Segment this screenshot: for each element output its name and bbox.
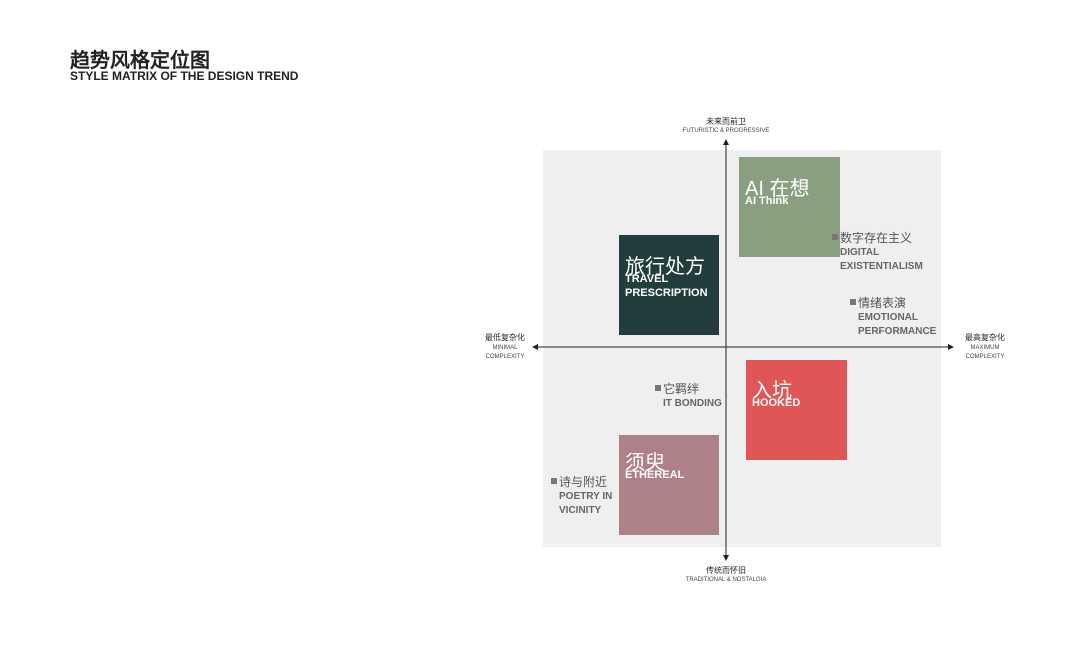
bullet xyxy=(655,385,661,391)
label-subtitle: PERFORMANCE xyxy=(858,326,937,337)
label-subtitle: EMOTIONAL xyxy=(858,312,918,323)
box-subtitle: TRAVEL xyxy=(625,273,669,285)
box-subtitle: AI Think xyxy=(745,195,789,207)
label-subtitle: DIGITAL xyxy=(840,247,880,258)
box-subtitle: PRESCRIPTION xyxy=(625,287,708,299)
label-title: 数字存在主义 xyxy=(840,231,913,245)
label-subtitle: EXISTENTIALISM xyxy=(840,261,923,272)
axis-label: MAXIMUM xyxy=(970,345,1000,351)
box-title: 旅行处方 xyxy=(625,256,705,278)
bullet xyxy=(551,478,557,484)
box-subtitle: ETHEREAL xyxy=(625,469,685,481)
label-subtitle: VICINITY xyxy=(559,505,602,516)
title: 趋势风格定位图 xyxy=(70,50,210,72)
axis-label: 最高复杂化 xyxy=(965,333,1005,342)
box xyxy=(619,235,719,335)
box-title: 须臾 xyxy=(625,452,665,474)
axis-label: 未来而前卫 xyxy=(706,117,746,126)
axis-label: COMPLEXITY xyxy=(965,354,1005,360)
box-title: AI 在想 xyxy=(745,178,810,200)
label-title: 诗与附近 xyxy=(559,475,608,489)
axis-label: MINIMAL xyxy=(492,345,518,351)
box xyxy=(746,360,847,460)
label-title: 情绪表演 xyxy=(858,296,907,310)
axis-label: FUTURISTIC & PROGRESSIVE xyxy=(682,128,770,134)
subtitle: STYLE MATRIX OF THE DESIGN TREND xyxy=(70,69,299,83)
box xyxy=(739,157,840,257)
box-subtitle: HOOKED xyxy=(752,397,801,409)
label-title: 它羁绊 xyxy=(663,382,700,396)
axis-label: COMPLEXITY xyxy=(485,354,525,360)
box xyxy=(619,435,719,535)
label-subtitle: POETRY IN xyxy=(559,491,613,502)
bullet xyxy=(832,234,838,240)
label-subtitle: IT BONDING xyxy=(663,398,722,409)
axis-label: 最低复杂化 xyxy=(485,333,525,342)
bullet xyxy=(850,299,856,305)
axis-label: TRADITIONAL & NOSTALGIA xyxy=(685,577,767,583)
box-title: 入坑 xyxy=(752,380,792,402)
axis-label: 传统而怀旧 xyxy=(706,566,746,575)
